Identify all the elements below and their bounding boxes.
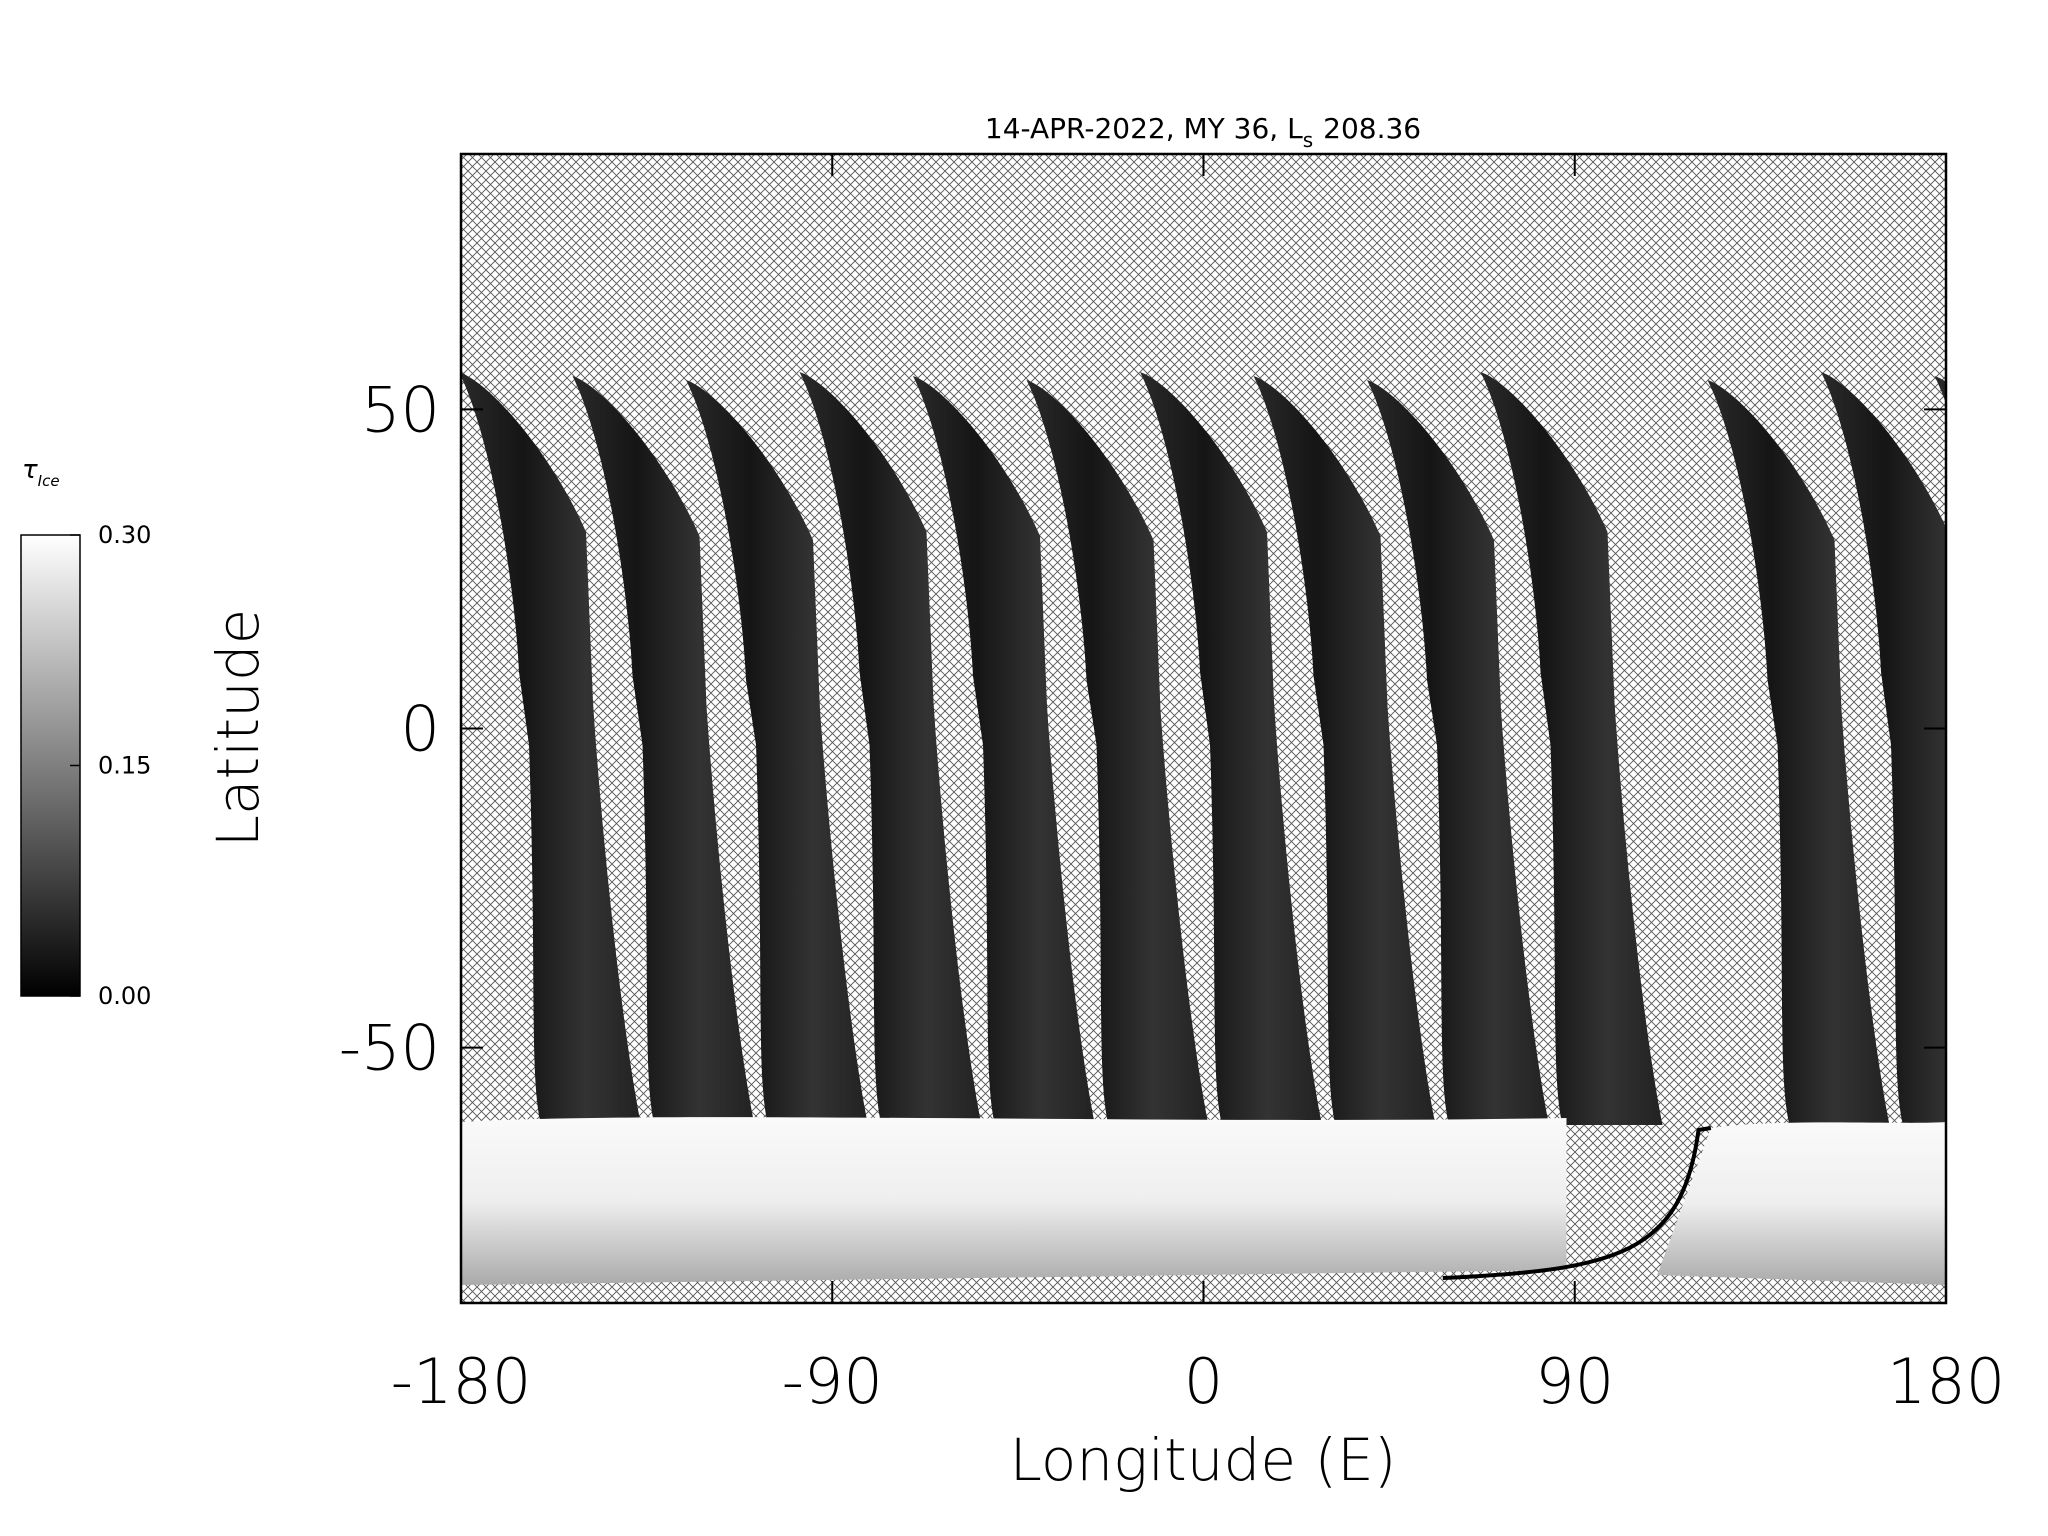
polar-band xyxy=(461,1117,1567,1285)
chart-title: 14-APR-2022, MY 36, Ls 208.36 xyxy=(985,112,1421,152)
swath xyxy=(799,372,982,1125)
swath xyxy=(1480,372,1663,1125)
swath xyxy=(1707,380,1890,1125)
colorbar-tick-label: 0.00 xyxy=(98,982,151,1010)
x-tick-label: -90 xyxy=(782,1345,883,1418)
swath xyxy=(1821,372,1946,1125)
y-tick-label: -50 xyxy=(339,1012,440,1085)
y-tick-label: 50 xyxy=(361,373,440,446)
title-subscript: s xyxy=(1303,128,1313,152)
colorbar-title-text: τ xyxy=(22,455,38,485)
swath xyxy=(1253,376,1436,1125)
terminator xyxy=(1442,1126,1712,1280)
swath xyxy=(572,376,755,1125)
x-axis-title: Longitude (E) xyxy=(1010,1426,1397,1494)
y-tick-label: 0 xyxy=(401,693,440,766)
colorbar-tick-label: 0.15 xyxy=(98,752,151,780)
swath xyxy=(1934,376,1946,404)
swath xyxy=(913,376,1095,1125)
x-tick-label: 90 xyxy=(1535,1345,1614,1418)
swath xyxy=(686,380,868,1125)
x-tick-label: 0 xyxy=(1184,1345,1223,1418)
polar-band xyxy=(1657,1122,1946,1285)
title-value: 208.36 xyxy=(1323,112,1421,145)
colorbar-tick-label: 0.30 xyxy=(98,521,151,549)
swath xyxy=(1367,380,1549,1125)
x-tick-label: -180 xyxy=(391,1345,532,1418)
swath xyxy=(461,372,641,1125)
swath xyxy=(1140,372,1322,1125)
swath xyxy=(1026,380,1209,1125)
x-tick-label: 180 xyxy=(1887,1345,2005,1418)
title-text: 14-APR-2022, MY 36, L xyxy=(985,112,1303,145)
colorbar-title-subscript: Ice xyxy=(38,472,60,490)
map-image xyxy=(461,154,1946,1303)
y-axis-title: Latitude xyxy=(204,609,272,848)
colorbar-title: τIce xyxy=(22,455,60,490)
